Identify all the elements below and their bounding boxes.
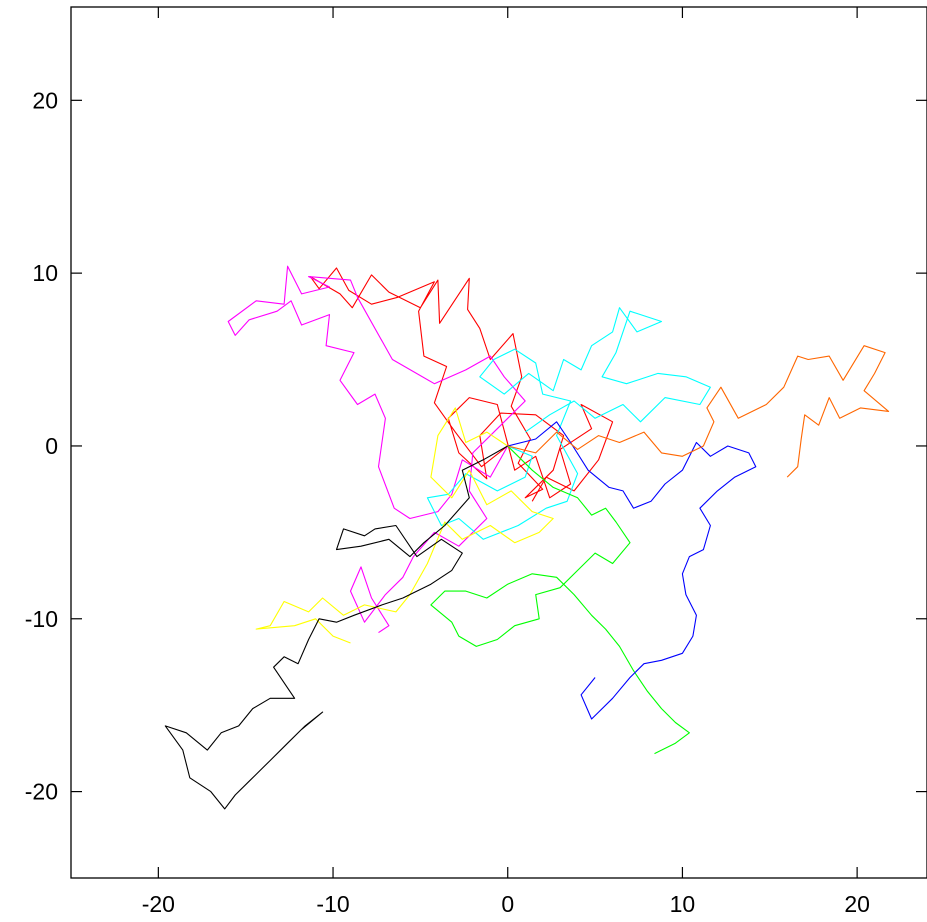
walk-line-1: [309, 267, 614, 502]
walk-line-2: [227, 265, 526, 634]
walk-line-8: [507, 345, 890, 478]
y-tick-label: -20: [25, 779, 58, 805]
x-tick-labels: -20 -10 0 10 20: [142, 891, 870, 917]
walk-series-group: [164, 265, 890, 810]
axis-ticks: [71, 7, 927, 878]
walk-line-7: [507, 421, 757, 720]
y-tick-label: -10: [25, 606, 58, 632]
x-tick-label: -20: [142, 891, 175, 917]
walk-line-4: [255, 407, 554, 644]
x-tick-label: 20: [844, 891, 870, 917]
y-tick-label: 0: [45, 433, 58, 459]
y-tick-label: 20: [32, 87, 58, 113]
plot-frame: [70, 6, 927, 879]
walk-line-5: [164, 445, 508, 810]
walk-line-3: [426, 307, 711, 540]
walk-line-6: [430, 445, 690, 755]
x-tick-label: 10: [670, 891, 696, 917]
y-tick-label: 10: [32, 260, 58, 286]
y-tick-labels: -20 -10 0 10 20: [25, 87, 58, 804]
x-tick-label: 0: [501, 891, 514, 917]
x-tick-label: -10: [316, 891, 349, 917]
